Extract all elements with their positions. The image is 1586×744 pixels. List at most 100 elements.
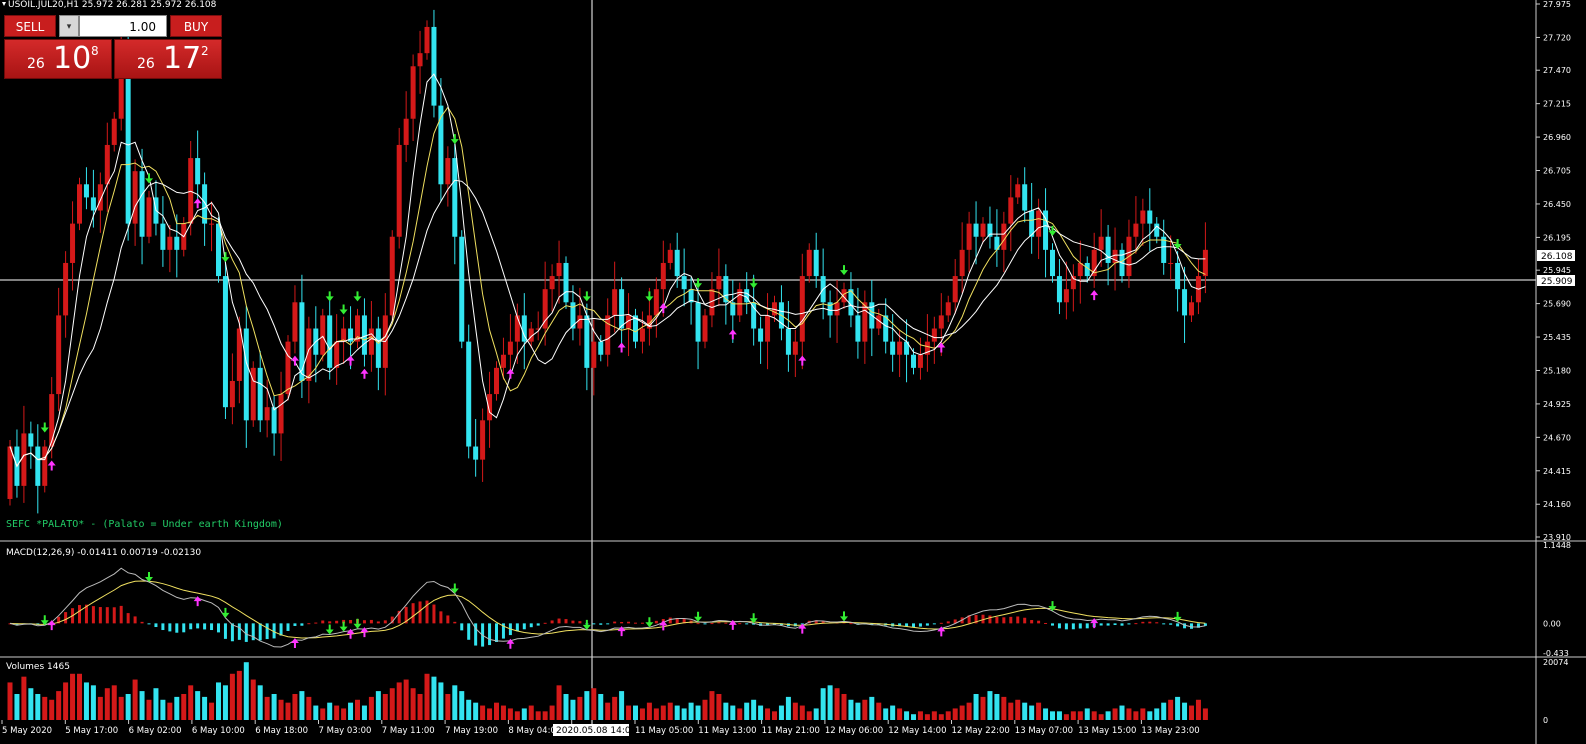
candle [758, 328, 764, 342]
volume-bar [118, 696, 124, 720]
volume-bar [494, 702, 499, 720]
candle [1008, 197, 1014, 224]
volume-bar [83, 682, 89, 720]
buy-price-button[interactable]: 26 17 2 [114, 39, 222, 79]
price-pane[interactable]: SEFC *PALATO* - (Palato = Under earth Ki… [0, 0, 1536, 736]
candle [222, 276, 228, 408]
macd-buy-arrow-icon [728, 619, 737, 630]
candle [334, 341, 340, 368]
volume-bar [473, 702, 479, 720]
sell-signal-arrow-icon [840, 265, 848, 276]
volume-bar [70, 673, 76, 720]
volume-bar [952, 708, 958, 720]
time-tick-label: 6 May 02:00 [129, 726, 182, 736]
candle [28, 433, 34, 447]
price-tick-label: 27.975 [1543, 0, 1571, 9]
candle [445, 158, 451, 185]
volume-bar [542, 711, 548, 720]
macd-histogram-bar [766, 623, 770, 626]
volume-bar [480, 705, 486, 720]
candle [83, 184, 89, 198]
candle [931, 328, 937, 342]
candle [348, 328, 354, 342]
volume-bar [980, 696, 986, 720]
buy-button[interactable]: BUY [170, 15, 222, 37]
macd-histogram-bar [1134, 623, 1138, 625]
buy-signal-arrow-icon [798, 355, 807, 366]
candle [104, 144, 110, 185]
macd-histogram-bar [397, 610, 401, 624]
macd-histogram-bar [307, 623, 311, 625]
volume-bar [528, 705, 534, 720]
candle [619, 289, 625, 329]
volume-bar [730, 705, 736, 720]
time-tick-label: 8 May 04:00 [508, 726, 561, 736]
candle [980, 223, 986, 237]
volume-bar [452, 685, 458, 720]
volume-bar [410, 688, 416, 720]
macd-histogram-bar [932, 623, 936, 625]
volume-bar [716, 693, 722, 720]
candle [1154, 223, 1160, 237]
macd-histogram-bar [696, 623, 700, 625]
candle [21, 433, 27, 486]
price-tick-label: 24.670 [1543, 433, 1571, 442]
volume-bar [153, 688, 159, 720]
volume-bar [646, 702, 652, 720]
candle [1140, 210, 1146, 224]
time-tick-label: 12 May 14:00 [888, 726, 946, 736]
candle [264, 407, 270, 421]
lot-size-input[interactable]: 1.00 [79, 15, 167, 37]
sell-button[interactable]: SELL [4, 15, 56, 37]
candle [42, 446, 48, 486]
macd-histogram-bar [571, 620, 575, 624]
sell-price-button[interactable]: 26 10 8 [4, 39, 112, 79]
candle [132, 171, 138, 224]
volume-bar [278, 699, 284, 720]
macd-histogram-bar [495, 623, 498, 642]
volume-bar [250, 679, 256, 720]
macd-histogram-bar [244, 623, 248, 642]
macd-histogram-bar [1016, 616, 1020, 624]
macd-histogram-bar [1057, 623, 1061, 629]
lot-stepper-down[interactable]: ▾ [59, 15, 79, 37]
volume-bar [28, 688, 34, 720]
volume-bar [104, 688, 110, 720]
candle [494, 367, 499, 395]
bid-price-label: 26.108 [1537, 250, 1575, 262]
volume-bar [264, 696, 270, 720]
macd-histogram-bar [1203, 623, 1207, 626]
price-tick-label: 25.180 [1543, 366, 1571, 375]
macd-histogram-bar [376, 621, 380, 624]
volume-bar [584, 691, 590, 720]
volume-bar [591, 688, 597, 720]
bid-price-text: 26.108 [1541, 252, 1573, 262]
candle [77, 184, 82, 224]
volume-bar [507, 708, 513, 720]
macd-histogram-bar [1190, 623, 1193, 629]
volume-bar [778, 705, 784, 720]
volume-bar [820, 688, 826, 720]
volume-bar [1050, 711, 1055, 720]
price-tick-label: 25.690 [1543, 300, 1571, 309]
macd-histogram-bar [1148, 621, 1152, 624]
candle [667, 249, 673, 263]
candle [174, 236, 180, 250]
volume-bar [1091, 711, 1097, 720]
time-tick-label: 6 May 10:00 [192, 726, 245, 736]
volume-bar [917, 711, 923, 720]
candle [1098, 236, 1104, 250]
candle [904, 341, 910, 355]
volume-bar [63, 682, 69, 720]
macd-histogram-bar [543, 622, 547, 624]
volume-bar [514, 711, 520, 720]
macd-histogram-bar [1023, 617, 1027, 624]
volume-bar [1008, 702, 1014, 720]
macd-histogram-bar [1009, 616, 1013, 624]
volume-pane[interactable]: Volumes 1465 [6, 662, 1208, 720]
macd-histogram-bar [946, 621, 950, 624]
volume-bar [619, 691, 625, 720]
volume-bar [285, 702, 291, 720]
macd-buy-arrow-icon [937, 626, 946, 637]
macd-pane[interactable]: MACD(12,26,9) -0.01411 0.00719 -0.02130 [6, 548, 1207, 649]
